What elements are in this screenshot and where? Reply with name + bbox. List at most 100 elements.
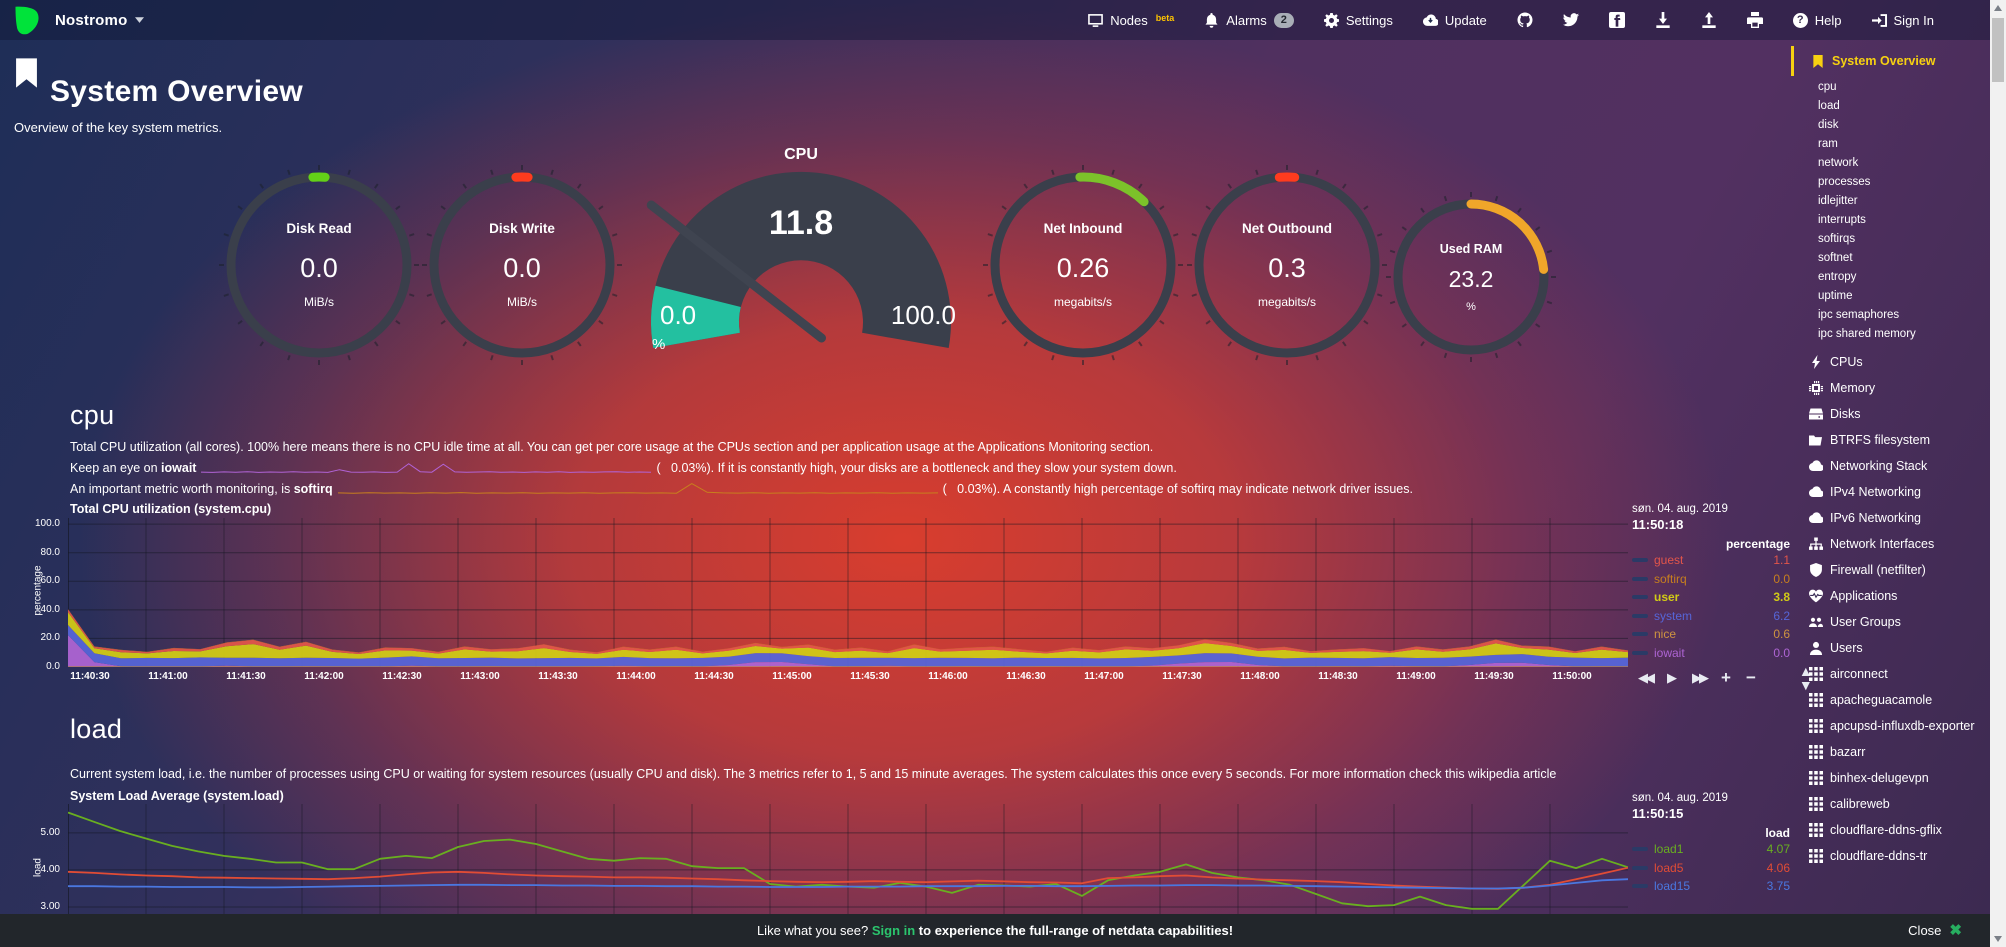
sidebar-item-calibreweb[interactable]: calibreweb <box>1794 796 1990 812</box>
scrollbar-thumb[interactable] <box>1992 18 2004 82</box>
x-axis-tick: 11:40:30 <box>70 671 110 682</box>
scrollbar-up-arrow[interactable] <box>1994 5 2002 11</box>
sidebar-item-ipv6-networking[interactable]: IPv6 Networking <box>1794 510 1990 526</box>
legend-item-load1[interactable]: load1 4.07 <box>1632 840 1790 859</box>
section-heading-cpu: cpu <box>70 400 115 431</box>
zoom-out-icon[interactable]: − <box>1745 668 1756 687</box>
github-button[interactable] <box>1517 12 1533 28</box>
cpu-chart-legend: søn. 04. aug. 2019 11:50:18 percentage g… <box>1632 503 1790 662</box>
sidebar-item-applications[interactable]: Applications <box>1794 588 1990 604</box>
sidebar-subitem-ram[interactable]: ram <box>1818 138 1838 150</box>
twitter-button[interactable] <box>1562 12 1579 28</box>
y-axis-tick: 0.0 <box>46 661 60 672</box>
twitter-icon <box>1562 12 1579 28</box>
sidebar-item-apacheguacamole[interactable]: apacheguacamole <box>1794 692 1990 708</box>
legend-item-iowait[interactable]: iowait 0.0 <box>1632 644 1790 663</box>
legend-item-system[interactable]: system 6.2 <box>1632 607 1790 626</box>
signin-button[interactable]: Sign In <box>1871 13 1934 28</box>
print-button[interactable] <box>1746 12 1763 28</box>
page-scrollbar[interactable] <box>1990 0 2006 947</box>
grid-icon <box>1809 797 1823 811</box>
sidebar-item-disks[interactable]: Disks <box>1794 406 1990 422</box>
sidebar-item-cpus[interactable]: CPUs <box>1794 354 1990 370</box>
update-button[interactable]: Update <box>1422 13 1487 28</box>
legend-item-guest[interactable]: guest 1.1 <box>1632 551 1790 570</box>
y-axis-tick: 3.00 <box>40 900 60 912</box>
legend-item-load5[interactable]: load5 4.06 <box>1632 859 1790 878</box>
gauge-disk-read[interactable]: Disk Read 0.0 MiB/s <box>215 161 423 369</box>
help-button[interactable]: ? Help <box>1792 12 1842 28</box>
softirq-sparkline <box>337 481 938 494</box>
netdata-logo[interactable] <box>10 4 43 37</box>
legend-item-nice[interactable]: nice 0.6 <box>1632 625 1790 644</box>
signin-banner: Like what you see? Sign in to experience… <box>0 914 1990 947</box>
sidebar-subitem-softnet[interactable]: softnet <box>1818 252 1853 264</box>
x-axis-tick: 11:50:00 <box>1552 671 1592 682</box>
scrollbar-down-arrow[interactable] <box>1994 936 2002 942</box>
sidebar-item-apcupsd-influxdb-exporter[interactable]: apcupsd-influxdb-exporter <box>1794 718 1990 734</box>
gauge-disk-write[interactable]: Disk Write 0.0 MiB/s <box>418 161 626 369</box>
sidebar-subitem-uptime[interactable]: uptime <box>1818 290 1853 302</box>
sidebar-item-users[interactable]: Users <box>1794 640 1990 656</box>
banner-signin-link[interactable]: Sign in <box>871 923 916 938</box>
sidebar-subitem-processes[interactable]: processes <box>1818 176 1871 188</box>
legend-item-softirq[interactable]: softirq 0.0 <box>1632 570 1790 589</box>
hostname[interactable]: Nostromo <box>55 11 128 29</box>
legend-dash <box>1632 558 1648 563</box>
sidebar-subitem-entropy[interactable]: entropy <box>1818 271 1857 283</box>
gauge-used-ram[interactable]: Used RAM 23.2 % <box>1382 188 1560 366</box>
sidebar-item-firewall-netfilter[interactable]: Firewall (netfilter) <box>1794 562 1990 578</box>
legend-units-header: percentage <box>1725 537 1790 551</box>
cpu-gauge[interactable]: CPU 11.8 0.0 100.0 % <box>640 140 962 358</box>
x-axis-tick: 11:47:00 <box>1084 671 1124 682</box>
legend-units-header: load <box>1765 826 1790 840</box>
sidebar-subitem-interrupts[interactable]: interrupts <box>1818 214 1866 226</box>
facebook-button[interactable] <box>1608 12 1625 28</box>
sidebar-item-user-groups[interactable]: User Groups <box>1794 614 1990 630</box>
sidebar-item-airconnect[interactable]: airconnect <box>1794 666 1990 682</box>
sidebar-subitem-cpu[interactable]: cpu <box>1818 81 1837 93</box>
chevron-down-icon[interactable] <box>135 17 145 23</box>
sidebar-item-cloudflare-ddns-tr[interactable]: cloudflare-ddns-tr <box>1794 848 1990 864</box>
gauge-net-outbound[interactable]: Net Outbound 0.3 megabits/s <box>1183 161 1391 369</box>
play-icon[interactable]: ▶ <box>1667 670 1677 685</box>
legend-dash <box>1632 595 1648 600</box>
sidebar-subitem-softirqs[interactable]: softirqs <box>1818 233 1856 245</box>
gauge-unit: megabits/s <box>1053 295 1113 309</box>
gauge-value: 23.2 <box>1448 265 1494 292</box>
sidebar-item-networking-stack[interactable]: Networking Stack <box>1794 458 1990 474</box>
legend-item-user[interactable]: user 3.8 <box>1632 588 1790 607</box>
pan-forward-icon[interactable]: ▶▶ <box>1692 670 1709 685</box>
legend-item-load15[interactable]: load15 3.75 <box>1632 877 1790 896</box>
cpu-chart-canvas[interactable] <box>68 518 1628 668</box>
sidebar-item-binhex-delugevpn[interactable]: binhex-delugevpn <box>1794 770 1990 786</box>
pan-backward-icon[interactable]: ◀◀ <box>1638 670 1655 685</box>
sidebar-subitem-network[interactable]: network <box>1818 157 1859 169</box>
cpu-gauge-max: 100.0 <box>890 300 956 330</box>
sidebar-subitem-load[interactable]: load <box>1818 100 1840 112</box>
sidebar-item-cloudflare-ddns-gflix[interactable]: cloudflare-ddns-gflix <box>1794 822 1990 838</box>
y-axis-tick: 60.0 <box>40 575 60 587</box>
sidebar-item-btrfs-filesystem[interactable]: BTRFS filesystem <box>1794 432 1990 448</box>
sidebar-item-network-interfaces[interactable]: Network Interfaces <box>1794 536 1990 552</box>
sidebar-item-memory[interactable]: Memory <box>1794 380 1990 396</box>
alarms-button[interactable]: Alarms 2 <box>1204 12 1294 28</box>
zoom-in-icon[interactable]: + <box>1721 668 1731 687</box>
import-button[interactable] <box>1655 12 1671 28</box>
gauge-title: Net Inbound <box>1043 221 1123 236</box>
sidebar-item-system-overview[interactable]: System Overview <box>1791 46 1990 76</box>
nodes-button[interactable]: Nodes beta <box>1088 13 1174 28</box>
sidebar-subitem-ipc-semaphores[interactable]: ipc semaphores <box>1818 309 1900 321</box>
sidebar-menu: System Overview cpu load disk ram network pro… <box>1791 46 1990 874</box>
gauge-net-inbound[interactable]: Net Inbound 0.26 megabits/s <box>979 161 1187 369</box>
sidebar-item-bazarr[interactable]: bazarr <box>1794 744 1990 760</box>
sidebar-subitem-disk[interactable]: disk <box>1818 119 1839 131</box>
sidebar-item-ipv4-networking[interactable]: IPv4 Networking <box>1794 484 1990 500</box>
export-button[interactable] <box>1701 12 1717 28</box>
settings-button[interactable]: Settings <box>1323 12 1393 28</box>
banner-close-button[interactable]: Close ✖ <box>1908 914 1962 947</box>
sidebar-subitem-idlejitter[interactable]: idlejitter <box>1818 195 1858 207</box>
sidebar-subitem-ipc-shared-memory[interactable]: ipc shared memory <box>1818 328 1916 340</box>
x-axis-tick: 11:48:30 <box>1318 671 1358 682</box>
y-axis-tick: 100.0 <box>34 518 60 530</box>
